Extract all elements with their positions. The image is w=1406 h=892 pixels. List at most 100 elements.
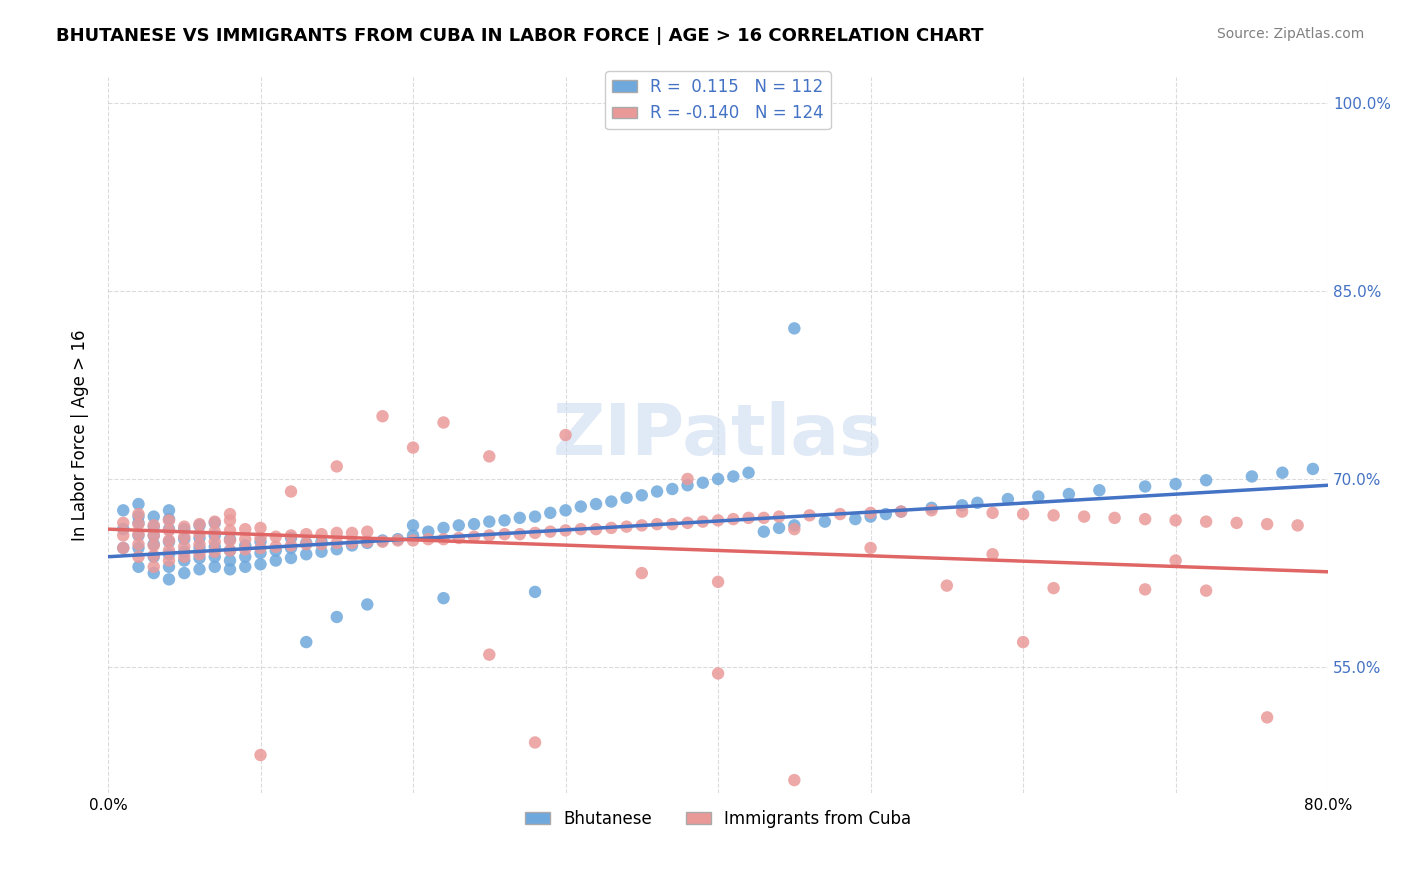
Point bbox=[950, 498, 973, 512]
Point bbox=[737, 466, 759, 480]
Point bbox=[524, 525, 547, 540]
Point bbox=[142, 528, 165, 542]
Point bbox=[981, 547, 1004, 561]
Text: ZIPatlas: ZIPatlas bbox=[553, 401, 883, 469]
Point bbox=[1302, 462, 1324, 476]
Point bbox=[249, 546, 271, 560]
Point bbox=[799, 508, 821, 523]
Point bbox=[768, 509, 790, 524]
Point bbox=[233, 522, 256, 536]
Point bbox=[157, 503, 180, 517]
Point bbox=[1195, 515, 1218, 529]
Point bbox=[157, 512, 180, 526]
Point bbox=[142, 519, 165, 533]
Point bbox=[569, 500, 592, 514]
Point bbox=[692, 515, 714, 529]
Point bbox=[1012, 507, 1035, 521]
Point bbox=[280, 484, 302, 499]
Point bbox=[569, 522, 592, 536]
Point bbox=[538, 506, 561, 520]
Point bbox=[326, 610, 349, 624]
Point bbox=[112, 522, 135, 536]
Point bbox=[204, 545, 226, 559]
Point bbox=[142, 537, 165, 551]
Point bbox=[249, 534, 271, 549]
Point bbox=[173, 519, 195, 533]
Point bbox=[280, 539, 302, 553]
Point bbox=[1164, 477, 1187, 491]
Point bbox=[616, 519, 638, 533]
Point bbox=[418, 524, 440, 539]
Point bbox=[204, 515, 226, 529]
Point bbox=[478, 450, 501, 464]
Point bbox=[204, 540, 226, 554]
Point bbox=[233, 532, 256, 546]
Point bbox=[478, 528, 501, 542]
Point bbox=[249, 541, 271, 555]
Point bbox=[188, 537, 211, 551]
Point bbox=[783, 518, 806, 533]
Point bbox=[1271, 466, 1294, 480]
Point bbox=[859, 509, 882, 524]
Point bbox=[112, 528, 135, 542]
Point bbox=[204, 534, 226, 549]
Text: BHUTANESE VS IMMIGRANTS FROM CUBA IN LABOR FORCE | AGE > 16 CORRELATION CHART: BHUTANESE VS IMMIGRANTS FROM CUBA IN LAB… bbox=[56, 27, 984, 45]
Point bbox=[1012, 635, 1035, 649]
Point bbox=[311, 527, 333, 541]
Point bbox=[616, 491, 638, 505]
Point bbox=[249, 558, 271, 572]
Point bbox=[128, 516, 150, 530]
Point bbox=[707, 472, 730, 486]
Point bbox=[1042, 508, 1064, 523]
Point bbox=[173, 530, 195, 544]
Point bbox=[509, 511, 531, 525]
Point bbox=[188, 518, 211, 533]
Point bbox=[219, 513, 242, 527]
Point bbox=[676, 516, 699, 530]
Point bbox=[402, 518, 425, 533]
Point bbox=[387, 533, 409, 548]
Point bbox=[249, 521, 271, 535]
Point bbox=[1256, 517, 1278, 532]
Point bbox=[356, 534, 378, 549]
Point bbox=[828, 507, 851, 521]
Point bbox=[188, 541, 211, 555]
Point bbox=[173, 532, 195, 546]
Point bbox=[432, 521, 454, 535]
Point bbox=[112, 503, 135, 517]
Point bbox=[356, 524, 378, 539]
Point bbox=[112, 541, 135, 555]
Point bbox=[661, 482, 683, 496]
Point bbox=[295, 536, 318, 550]
Point bbox=[249, 531, 271, 545]
Point bbox=[128, 509, 150, 524]
Point bbox=[173, 545, 195, 559]
Point bbox=[157, 522, 180, 536]
Point bbox=[112, 541, 135, 555]
Point bbox=[128, 549, 150, 564]
Point bbox=[645, 484, 668, 499]
Point bbox=[707, 574, 730, 589]
Point bbox=[1088, 483, 1111, 498]
Point bbox=[128, 527, 150, 541]
Point bbox=[142, 528, 165, 542]
Point bbox=[554, 524, 576, 538]
Point bbox=[585, 497, 607, 511]
Point bbox=[264, 553, 287, 567]
Point bbox=[875, 507, 897, 521]
Point bbox=[280, 551, 302, 566]
Point bbox=[402, 528, 425, 542]
Point bbox=[295, 537, 318, 551]
Point bbox=[966, 496, 988, 510]
Point bbox=[204, 524, 226, 539]
Point bbox=[676, 472, 699, 486]
Point bbox=[1195, 583, 1218, 598]
Point bbox=[890, 505, 912, 519]
Point bbox=[859, 506, 882, 520]
Point bbox=[142, 539, 165, 553]
Point bbox=[402, 441, 425, 455]
Point bbox=[890, 505, 912, 519]
Point bbox=[447, 531, 470, 545]
Point bbox=[219, 507, 242, 521]
Y-axis label: In Labor Force | Age > 16: In Labor Force | Age > 16 bbox=[72, 329, 89, 541]
